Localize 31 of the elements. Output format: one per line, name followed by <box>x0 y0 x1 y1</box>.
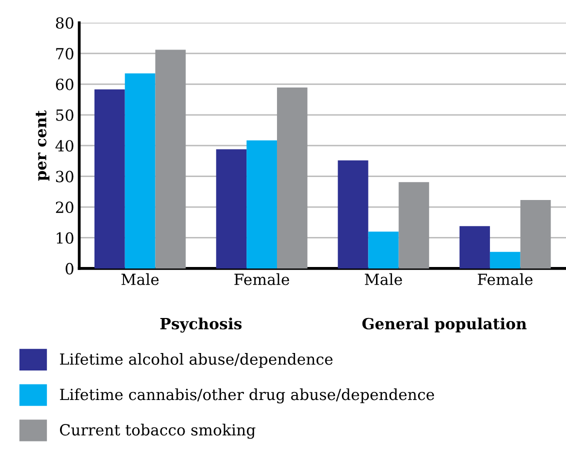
legend-label: Lifetime cannabis/other drug abuse/dependence <box>60 388 434 404</box>
legend-label: Current tobacco smoking <box>60 424 256 439</box>
bar <box>94 89 125 268</box>
bar <box>338 160 368 268</box>
x-tick-label: Male <box>364 273 402 286</box>
x-tick-label: Male <box>122 273 159 286</box>
y-tick-label: 40 <box>55 140 74 152</box>
y-axis-title: per cent <box>36 110 50 181</box>
y-tick-label: 0 <box>66 262 74 274</box>
y-tick-label: 50 <box>56 109 74 121</box>
y-tick-label: 80 <box>56 17 74 29</box>
y-tick-label: 60 <box>56 78 74 90</box>
bar <box>490 252 520 268</box>
y-tick-label: 30 <box>56 170 74 182</box>
bar <box>460 226 490 268</box>
bar <box>155 50 186 268</box>
legend-label: Lifetime alcohol abuse/dependence <box>60 353 333 368</box>
bar <box>276 88 308 268</box>
y-tick-label: 70 <box>56 48 74 60</box>
x-tick-label: Female <box>478 273 533 286</box>
x-tick-label: Female <box>234 273 290 286</box>
bar <box>124 73 156 268</box>
bar <box>398 182 430 268</box>
bar <box>246 140 277 268</box>
bar <box>520 200 551 268</box>
bar <box>368 232 399 268</box>
bar <box>216 149 247 268</box>
text: Psychosis <box>160 318 242 333</box>
y-tick-label: 10 <box>56 232 74 244</box>
y-tick-label: 20 <box>56 201 74 214</box>
text: General population <box>362 318 527 332</box>
